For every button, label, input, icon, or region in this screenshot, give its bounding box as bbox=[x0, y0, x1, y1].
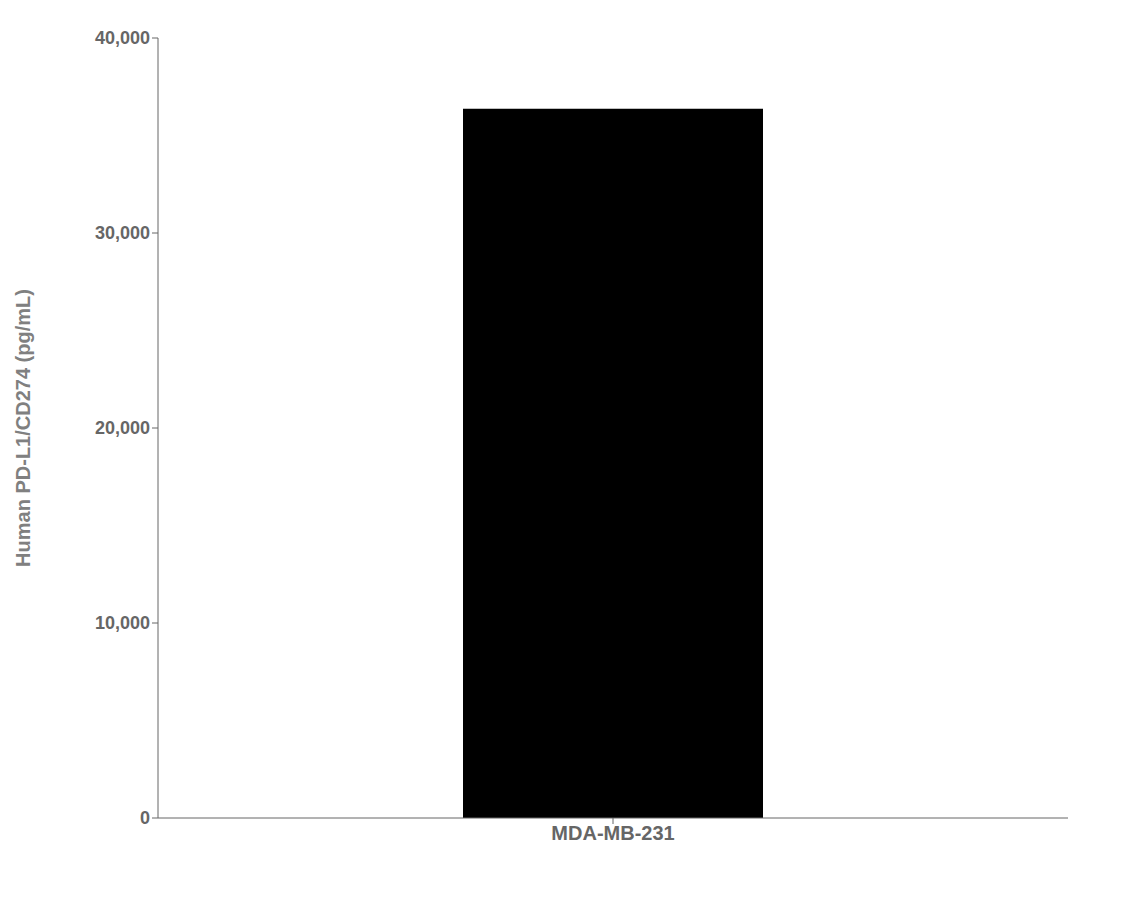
svg-text:40,000: 40,000 bbox=[95, 28, 150, 48]
svg-text:10,000: 10,000 bbox=[95, 613, 150, 633]
svg-text:30,000: 30,000 bbox=[95, 223, 150, 243]
svg-text:Human PD-L1/CD274 (pg/mL): Human PD-L1/CD274 (pg/mL) bbox=[12, 289, 34, 567]
svg-text:0: 0 bbox=[140, 808, 150, 828]
svg-text:MDA-MB-231: MDA-MB-231 bbox=[551, 822, 674, 844]
svg-text:20,000: 20,000 bbox=[95, 418, 150, 438]
